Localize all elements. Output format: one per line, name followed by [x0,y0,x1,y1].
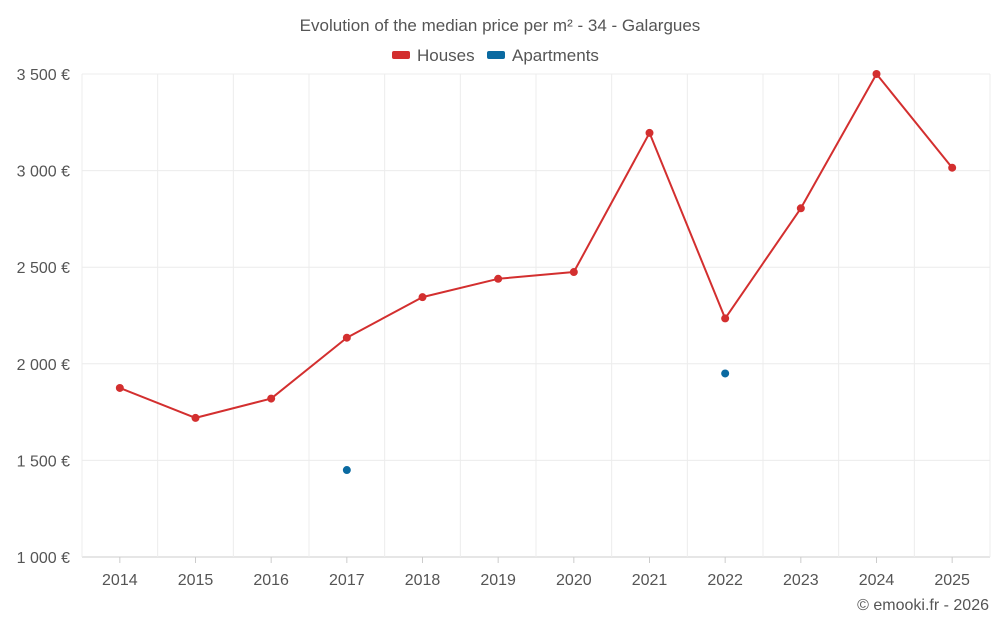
grid [81,73,991,558]
data-point-houses [342,333,351,342]
x-tick-label: 2016 [253,572,289,589]
y-tick-label: 2 500 € [17,260,70,277]
data-point-houses [872,70,881,78]
chart-title: Evolution of the median price per m² - 3… [300,16,701,35]
x-tick-label: 2022 [707,572,743,589]
chart-credit: © emooki.fr - 2026 [857,597,989,614]
y-tick-label: 2 000 € [17,357,70,374]
y-tick-label: 1 000 € [17,550,70,567]
data-point-houses [569,268,578,277]
x-tick-label: 2024 [859,572,895,589]
data-point-houses [418,293,427,302]
data-point-houses [796,204,805,213]
data-point-houses [645,128,654,137]
series-layer [115,70,957,475]
series-line-houses [119,73,953,419]
y-axis: 1 000 € 1 500 € 2 000 € 2 500 € 3 000 € 3 500… [17,67,70,567]
y-tick-label: 3 000 € [17,164,70,181]
x-tick-label: 2017 [329,572,365,589]
data-point-houses [191,413,200,422]
y-tick-label: 1 500 € [17,453,70,470]
data-point-houses [115,383,124,392]
legend-swatch-houses[interactable] [392,51,410,59]
x-tick-label: 2023 [783,572,819,589]
data-point-apartments [721,369,730,378]
x-tick-label: 2015 [178,572,214,589]
legend-label-houses[interactable]: Houses [417,46,475,65]
data-point-houses [948,163,957,172]
x-axis: 2014 2015 2016 2017 2018 2019 2020 2021 2022 2023… [102,557,970,589]
data-point-houses [267,394,276,403]
y-tick-label: 3 500 € [17,67,70,84]
data-point-apartments [342,466,351,475]
x-tick-label: 2020 [556,572,592,589]
x-tick-label: 2021 [632,572,668,589]
legend-swatch-apartments[interactable] [487,51,505,59]
x-tick-label: 2019 [480,572,516,589]
x-tick-label: 2018 [405,572,441,589]
x-tick-label: 2014 [102,572,138,589]
legend: Houses Apartments [392,46,599,65]
data-point-houses [721,314,730,323]
data-point-houses [494,274,503,283]
x-tick-label: 2025 [934,572,970,589]
legend-label-apartments[interactable]: Apartments [512,46,599,65]
